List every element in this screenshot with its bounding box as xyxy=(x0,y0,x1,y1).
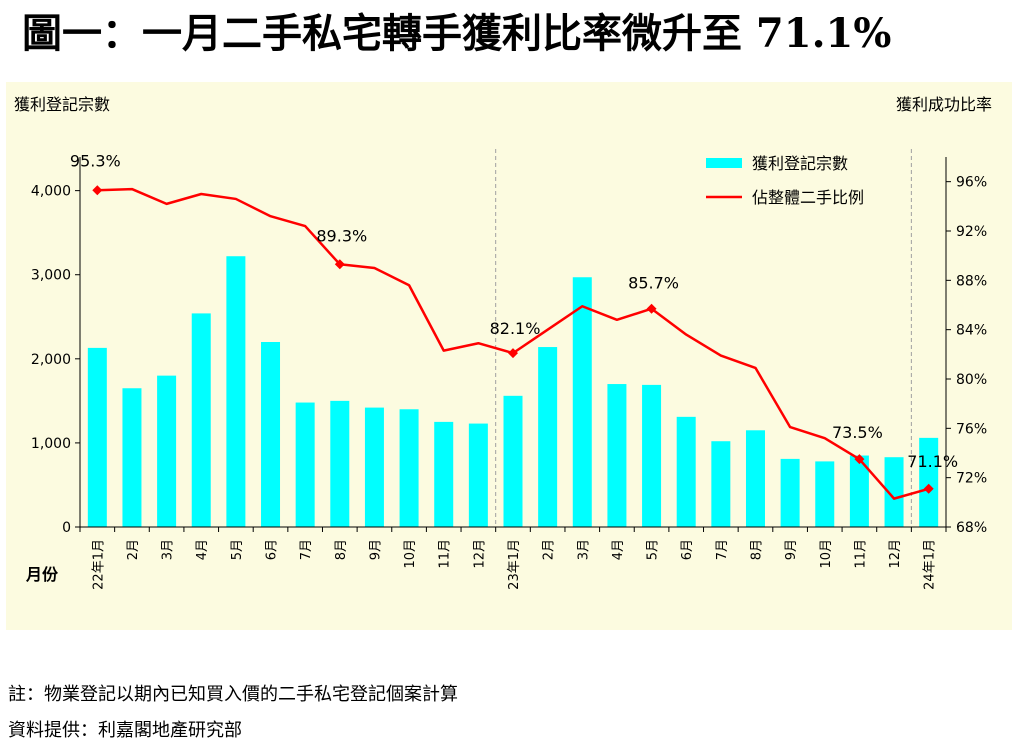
x-tick-label-0: 22年1月 xyxy=(91,539,106,590)
right-tick-label-6: 92% xyxy=(956,224,987,240)
bar-13 xyxy=(538,347,558,527)
left-tick-label-1: 1,000 xyxy=(31,436,71,452)
x-tick-label-24: 24年1月 xyxy=(923,539,938,590)
marker-24 xyxy=(923,483,934,494)
bar-3 xyxy=(191,313,211,527)
x-tick-label-2: 3月 xyxy=(161,539,176,560)
right-tick-label-3: 80% xyxy=(956,372,987,388)
marker-22 xyxy=(854,454,865,465)
x-tick-label-8: 9月 xyxy=(368,539,383,560)
left-tick-label-3: 3,000 xyxy=(31,268,71,284)
marker-12 xyxy=(508,348,518,359)
bar-14 xyxy=(572,277,592,527)
x-tick-label-19: 8月 xyxy=(749,539,764,560)
source-credit: 資料提供：利嘉閣地產研究部 xyxy=(8,720,242,741)
data-label-12: 82.1% xyxy=(490,319,541,338)
bar-21 xyxy=(815,461,835,527)
bar-10 xyxy=(434,421,454,527)
bar-2 xyxy=(157,375,177,527)
x-tick-label-23: 12月 xyxy=(888,539,903,569)
bar-12 xyxy=(503,395,523,527)
left-tick-label-4: 4,000 xyxy=(31,184,71,200)
bar-9 xyxy=(399,409,419,527)
footnote: 註：物業登記以期內已知買入價的二手私宅登記個案計算 xyxy=(8,684,458,705)
marker-16 xyxy=(646,303,657,314)
x-tick-label-13: 2月 xyxy=(542,539,557,560)
data-labels: 95.3% 89.3% 82.1% 85.7% 73.5% 71.1% xyxy=(70,151,958,470)
year-dividers xyxy=(495,149,912,527)
x-tick-label-12: 23年1月 xyxy=(507,539,522,590)
x-tick-label-6: 7月 xyxy=(299,539,314,560)
chart-area: 0 1,000 2,000 3,000 4,000 68% 72% 76% 80% 84% 88% 9… xyxy=(6,82,1012,630)
right-tick-label-5: 88% xyxy=(956,273,987,289)
x-axis-title: 月份 xyxy=(25,565,59,584)
bar-6 xyxy=(295,402,315,527)
legend-label-line: 佔整體二手比例 xyxy=(752,188,864,207)
legend-swatch-bar xyxy=(706,158,742,168)
right-tick-label-1: 72% xyxy=(956,471,987,487)
data-label-0: 95.3% xyxy=(70,151,121,170)
data-label-22: 73.5% xyxy=(832,423,883,442)
bar-7 xyxy=(330,400,350,527)
data-label-24: 71.1% xyxy=(907,452,958,471)
left-tick-label-0: 0 xyxy=(62,520,71,536)
right-tick-label-0: 68% xyxy=(956,520,987,536)
bar-16 xyxy=(642,384,662,527)
axes: 0 1,000 2,000 3,000 4,000 68% 72% 76% 80% 84% 88% 9… xyxy=(31,157,987,590)
x-tick-label-1: 2月 xyxy=(126,539,141,560)
right-axis-title: 獲利成功比率 xyxy=(896,95,992,114)
x-tick-label-22: 11月 xyxy=(853,539,868,569)
x-tick-label-11: 12月 xyxy=(472,539,487,569)
right-tick-label-4: 84% xyxy=(956,323,987,339)
x-tick-label-3: 4月 xyxy=(195,539,210,560)
bar-24 xyxy=(919,437,939,527)
x-tick-label-10: 11月 xyxy=(438,539,453,569)
chart-title: 圖一：一月二手私宅轉手獲利比率微升至 71.1% xyxy=(22,10,892,57)
bar-series xyxy=(87,256,939,527)
x-tick-label-18: 7月 xyxy=(715,539,730,560)
x-tick-label-20: 9月 xyxy=(784,539,799,560)
bar-17 xyxy=(676,416,696,527)
x-tick-label-9: 10月 xyxy=(403,539,418,569)
bar-0 xyxy=(87,347,107,527)
x-tick-label-5: 6月 xyxy=(265,539,280,560)
x-tick-label-21: 10月 xyxy=(819,539,834,569)
bar-20 xyxy=(780,458,800,527)
marker-0 xyxy=(92,185,103,196)
x-tick-label-7: 8月 xyxy=(334,539,349,560)
marker-7 xyxy=(334,259,345,270)
bar-4 xyxy=(226,256,246,527)
bar-18 xyxy=(711,441,731,527)
left-tick-label-2: 2,000 xyxy=(31,352,71,368)
right-tick-label-7: 96% xyxy=(956,175,987,191)
x-tick-label-16: 5月 xyxy=(646,539,661,560)
x-tick-label-15: 4月 xyxy=(611,539,626,560)
bar-8 xyxy=(364,407,384,527)
legend-label-bar: 獲利登記宗數 xyxy=(752,154,848,173)
left-axis-title: 獲利登記宗數 xyxy=(14,95,110,114)
bar-11 xyxy=(468,423,488,527)
bar-22 xyxy=(849,455,869,527)
bar-1 xyxy=(122,388,142,527)
bar-23 xyxy=(884,457,904,527)
x-tick-label-14: 3月 xyxy=(576,539,591,560)
line-series xyxy=(92,185,934,500)
x-tick-label-4: 5月 xyxy=(230,539,245,560)
data-label-16: 85.7% xyxy=(628,274,679,293)
right-tick-label-2: 76% xyxy=(956,421,987,437)
bar-15 xyxy=(607,384,627,527)
x-tick-label-17: 6月 xyxy=(680,539,695,560)
bar-19 xyxy=(745,430,765,527)
chart-svg: 01,0002,0003,0004,00068%72%76%80%84%88%9… xyxy=(14,95,992,590)
bar-5 xyxy=(261,342,281,527)
data-label-7: 89.3% xyxy=(316,226,367,245)
